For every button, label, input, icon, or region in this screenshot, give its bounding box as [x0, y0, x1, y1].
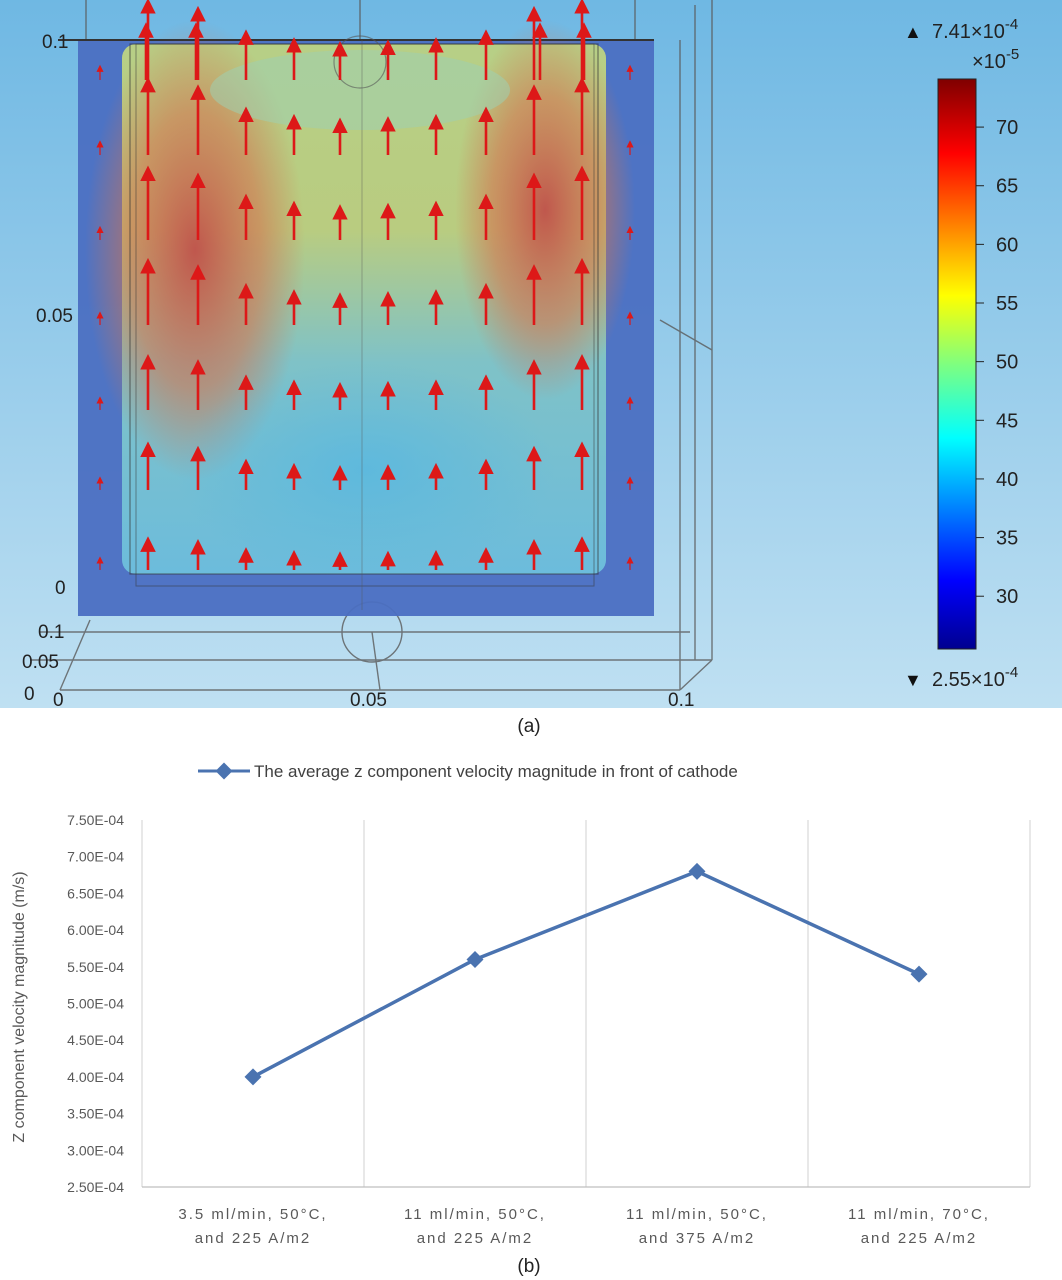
colorbar-tick-label: 35: [996, 528, 1018, 550]
tick-v-bottom: 0: [55, 578, 66, 599]
svg-text:2.55×10-4: 2.55×10-4: [932, 664, 1018, 691]
colorbar-max-exp: -4: [1005, 16, 1018, 33]
colorbar-scale-label: ×10: [972, 51, 1006, 73]
tick-depth-a: 0.1: [38, 622, 64, 643]
tick-x-mid: 0.05: [350, 690, 387, 708]
y-tick-label: 7.00E-04: [67, 849, 124, 865]
legend-marker-icon: [215, 762, 233, 780]
y-tick-label: 3.50E-04: [67, 1106, 124, 1122]
wireframe-box: [30, 0, 713, 691]
y-tick-label: 5.50E-04: [67, 959, 124, 975]
colorbar-min-label: 2.55×10: [932, 669, 1005, 691]
legend: The average z component velocity magnitu…: [198, 762, 738, 781]
x-tick-label: and 225 A/m2: [417, 1230, 534, 1247]
tick-depth-b: 0.05: [22, 652, 59, 673]
tick-x-right: 0.1: [668, 690, 694, 708]
y-tick-label: 2.50E-04: [67, 1179, 124, 1195]
tick-x-left: 0: [53, 690, 64, 708]
y-tick-label: 6.00E-04: [67, 922, 124, 938]
x-tick-label: and 225 A/m2: [861, 1230, 978, 1247]
colorbar-max-label: 7.41×10: [932, 21, 1005, 43]
caption-a: (a): [517, 716, 541, 737]
line-chart: The average z component velocity magnitu…: [11, 762, 1031, 1247]
colorbar-tick-label: 55: [996, 293, 1018, 315]
min-marker-icon: ▼: [904, 670, 922, 690]
x-tick-label: 3.5 ml/min, 50°C,: [178, 1206, 327, 1223]
tick-v-top: 0.1: [42, 32, 68, 53]
x-tick-label: 11 ml/min, 50°C,: [626, 1206, 768, 1223]
x-tick-label: 11 ml/min, 50°C,: [404, 1206, 546, 1223]
y-axis-label: Z component velocity magnitude (m/s): [11, 871, 28, 1142]
x-tick-label: and 225 A/m2: [195, 1230, 312, 1247]
legend-label: The average z component velocity magnitu…: [254, 762, 738, 781]
colorbar-tick-label: 65: [996, 176, 1018, 198]
velocity-field-plot: 0.1 0.05 0 0.1 0.05 0 0 0.05 0.1 ▲ 7.41×…: [0, 0, 1062, 708]
colorbar-tick-label: 50: [996, 352, 1018, 374]
colorbar-tick-label: 45: [996, 410, 1018, 432]
colorbar-scale-exp: -5: [1006, 46, 1019, 63]
velocity-arrows: [96, 0, 634, 570]
colorbar-tick-label: 30: [996, 586, 1018, 608]
colorbar-min-exp: -4: [1005, 664, 1018, 681]
data-point: [688, 862, 706, 880]
series-line: [252, 869, 920, 1079]
y-tick-label: 6.50E-04: [67, 885, 124, 901]
y-tick-label: 4.00E-04: [67, 1069, 124, 1085]
tick-v-mid: 0.05: [36, 306, 73, 327]
svg-text:7.41×10-4: 7.41×10-4: [932, 16, 1018, 43]
data-point: [910, 965, 928, 983]
x-tick-label: and 375 A/m2: [639, 1230, 756, 1247]
colorbar-tick-label: 40: [996, 469, 1018, 491]
data-point: [244, 1068, 262, 1086]
y-tick-label: 7.50E-04: [67, 812, 124, 828]
colorbar-gradient: [937, 78, 977, 650]
svg-text:×10-5: ×10-5: [972, 46, 1019, 73]
tick-depth-c: 0: [24, 684, 35, 705]
colorbar-tick-label: 70: [996, 117, 1018, 139]
y-tick-label: 4.50E-04: [67, 1032, 124, 1048]
x-tick-label: 11 ml/min, 70°C,: [848, 1206, 990, 1223]
y-tick-label: 3.00E-04: [67, 1142, 124, 1158]
max-marker-icon: ▲: [904, 22, 922, 42]
y-tick-label: 5.00E-04: [67, 996, 124, 1012]
caption-b: (b): [517, 1256, 541, 1277]
colorbar-tick-label: 60: [996, 234, 1018, 256]
data-point: [466, 950, 484, 968]
